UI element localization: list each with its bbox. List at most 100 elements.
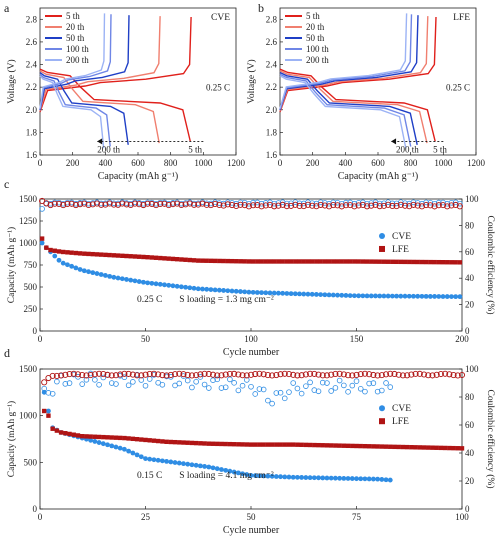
ce-point-CVE [330, 199, 337, 206]
y2-tick-label: 20 [465, 300, 475, 310]
ce-point-LFE [138, 372, 145, 379]
capacity-point-LFE [373, 259, 378, 264]
capacity-point-LFE [436, 259, 441, 265]
capacity-point-LFE [151, 438, 157, 443]
capacity-point-CVE [183, 284, 188, 290]
capacity-point-LFE [445, 260, 450, 265]
capacity-point-CVE [381, 293, 387, 299]
ce-point-LFE [214, 372, 221, 379]
ce-point-LFE [157, 200, 164, 207]
ce-point-LFE [140, 201, 147, 209]
ce-point-LFE [353, 371, 360, 378]
capacity-point-LFE [261, 442, 266, 447]
discharge-curve-b-0 [279, 68, 436, 142]
arrow-head-a [97, 138, 103, 145]
capacity-point-LFE [394, 259, 399, 265]
ce-point-LFE [91, 371, 98, 378]
capacity-point-LFE [242, 259, 247, 264]
capacity-point-CVE [457, 294, 463, 300]
ce-point-LFE [420, 371, 428, 378]
capacity-point-LFE [120, 253, 125, 258]
capacity-point-CVE [65, 262, 70, 268]
ce-point-CVE [273, 390, 280, 396]
ce-point-LFE [404, 372, 411, 379]
capacity-point-CVE [356, 293, 362, 299]
capacity-point-LFE [39, 236, 45, 241]
ce-point-CVE [66, 380, 73, 386]
ce-point-LFE [134, 372, 141, 379]
capacity-point-LFE [411, 259, 416, 265]
panel-letter-b: b [258, 1, 264, 15]
ce-point-LFE [146, 370, 153, 378]
legend-marker-CVE [379, 232, 385, 239]
capacity-point-LFE [208, 258, 214, 264]
legend-label: 20 th [66, 22, 85, 32]
ce-point-LFE [188, 372, 195, 379]
ce-point-LFE [102, 201, 109, 208]
ce-point-LFE [326, 203, 333, 210]
capacity-point-CVE [276, 290, 281, 296]
capacity-point-CVE [248, 473, 254, 478]
capacity-point-CVE [250, 289, 256, 295]
capacity-point-LFE [42, 408, 47, 414]
capacity-point-LFE [428, 259, 433, 265]
ce-point-LFE [212, 200, 219, 207]
capacity-point-CVE [370, 476, 376, 482]
ce-point-LFE [119, 200, 126, 207]
capacity-point-CVE [181, 461, 186, 467]
ce-point-CVE [239, 382, 246, 389]
capacity-point-LFE [134, 436, 140, 442]
capacity-point-LFE [451, 445, 456, 451]
capacity-point-CVE [406, 293, 412, 299]
ce-point-LFE [100, 371, 107, 378]
y-axis-label: Voltage (V) [6, 59, 17, 103]
y-tick-label: 750 [24, 260, 38, 270]
ce-point-LFE [260, 371, 267, 378]
capacity-point-CVE [273, 474, 279, 479]
capacity-point-CVE [423, 293, 429, 299]
ce-point-LFE [197, 371, 204, 378]
capacity-point-LFE [193, 440, 199, 446]
x-tick-label: 600 [371, 158, 385, 168]
ce-point-LFE [376, 203, 383, 210]
capacity-point-LFE [320, 443, 325, 448]
capacity-point-LFE [109, 435, 114, 440]
legend-label: 50 th [66, 33, 85, 43]
ce-point-LFE [180, 371, 187, 378]
capacity-point-CVE [122, 446, 127, 452]
capacity-point-LFE [257, 442, 262, 447]
ce-point-LFE [288, 202, 295, 209]
x-tick-label: 200 [455, 334, 469, 344]
legend-label: 5 th [66, 11, 80, 21]
capacity-point-LFE [117, 435, 123, 441]
ce-point-LFE [207, 202, 214, 209]
capacity-point-CVE [117, 445, 123, 451]
ce-point-CVE [277, 389, 284, 396]
capacity-point-LFE [143, 437, 148, 443]
x-tick-label: 0 [38, 334, 43, 344]
ce-point-LFE [228, 201, 236, 209]
charge-curve-a-2 [39, 15, 130, 111]
ce-point-CVE [269, 400, 275, 407]
capacity-point-LFE [88, 434, 93, 439]
capacity-point-LFE [147, 438, 152, 443]
ce-point-LFE [311, 370, 318, 377]
capacity-point-LFE [339, 259, 344, 264]
ce-point-CVE [62, 381, 69, 387]
ce-point-LFE [218, 372, 225, 379]
ce-point-CVE [353, 378, 360, 384]
panel-letter-c: c [4, 177, 9, 191]
charge-curve-a-0 [39, 16, 192, 113]
ce-point-LFE [89, 201, 96, 208]
capacity-point-CVE [202, 464, 207, 469]
ce-point-LFE [410, 201, 417, 208]
capacity-point-CVE [157, 281, 163, 287]
capacity-point-CVE [145, 280, 151, 286]
capacity-point-LFE [189, 440, 195, 446]
ce-point-CVE [121, 374, 128, 381]
capacity-point-LFE [183, 257, 188, 262]
capacity-point-LFE [77, 251, 83, 256]
y2-tick-label: 0 [465, 504, 470, 514]
ce-point-LFE [345, 372, 352, 379]
capacity-point-LFE [128, 254, 133, 259]
